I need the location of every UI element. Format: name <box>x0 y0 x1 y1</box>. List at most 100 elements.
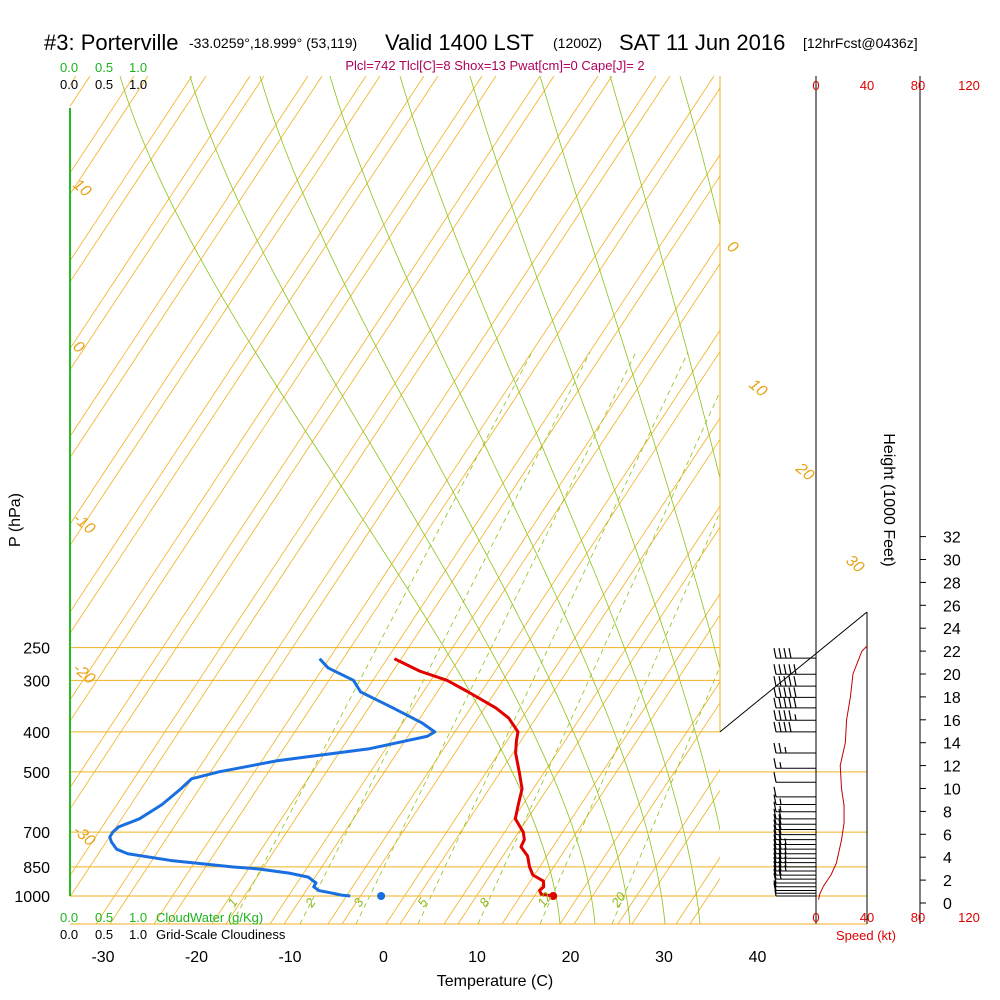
height-tick-label: 30 <box>943 553 961 570</box>
wind-barb-feather <box>773 697 777 709</box>
wind-barb-feather <box>773 721 777 732</box>
moist-adiabat-line <box>259 76 631 924</box>
dry-adiabat-line <box>153 76 715 924</box>
cloudiness-bottom-tick-1: 0.5 <box>95 927 113 942</box>
temperature-profile <box>393 657 554 898</box>
wind-barb-feather <box>778 721 782 732</box>
forecast-label: [12hrFcst@0436z] <box>803 35 918 51</box>
dry-adiabat-line <box>70 76 367 525</box>
cloudiness-top-tick-1: 0.5 <box>95 77 113 92</box>
x-tick-label: -30 <box>91 949 114 966</box>
wind-barb-half-feather <box>784 746 787 754</box>
wind-barb-feather <box>773 794 777 805</box>
mixing-ratio-line <box>355 351 637 924</box>
x-axis-label: Temperature (C) <box>437 973 553 990</box>
wind-barb-feather <box>783 647 787 659</box>
y-tick-label: 400 <box>23 725 50 742</box>
wind-barb-feather <box>788 647 792 659</box>
wind-barb <box>773 848 816 859</box>
dry-adiabat-label: 10 <box>69 176 94 201</box>
mixing-ratio-line <box>539 511 720 924</box>
wind-barb-half-feather <box>784 864 787 872</box>
dry-adiabat-line <box>269 241 720 924</box>
height-tick-label: 2 <box>943 873 952 890</box>
mixing-ratio-line <box>231 351 533 924</box>
isotherm-line <box>515 614 720 924</box>
height-axis-label: Height (1000 Feet) <box>880 433 897 566</box>
height-tick-label: 6 <box>943 827 952 844</box>
wind-barb-feather <box>783 687 787 698</box>
wind-barb-feather <box>783 710 787 721</box>
dry-adiabat-line <box>70 76 599 877</box>
isotherm-line <box>70 76 555 810</box>
wind-barb <box>773 742 816 754</box>
x-tick-label: 20 <box>562 949 580 966</box>
x-tick-label: 10 <box>468 949 486 966</box>
mixing-ratio-label: 1 <box>224 895 240 910</box>
y-tick-label: 850 <box>23 860 50 877</box>
wind-barb <box>773 794 816 805</box>
height-tick-label: 20 <box>943 667 961 684</box>
wind-barb-feather <box>783 676 787 687</box>
isotherm-line <box>70 76 613 898</box>
dry-adiabat-label: -10 <box>69 510 98 538</box>
wind-barb-feather <box>773 676 777 687</box>
cloudiness-top-tick-0: 0.0 <box>60 77 78 92</box>
height-tick-label: 18 <box>943 690 961 707</box>
speed-top-tick-1: 40 <box>860 78 874 93</box>
height-tick-label: 22 <box>943 644 961 661</box>
x-tick-label: 0 <box>379 949 388 966</box>
moist-adiabat-line <box>119 76 561 924</box>
wind-barb-feather <box>788 664 792 675</box>
wind-barb-feather <box>788 676 792 687</box>
wind-barb <box>773 872 816 884</box>
wind-barb-feather <box>773 772 777 783</box>
height-tick-label: 24 <box>943 621 961 638</box>
speed-bottom-tick-2: 80 <box>911 910 925 925</box>
isotherm-line <box>109 76 671 924</box>
wind-barb-feather <box>773 786 777 797</box>
wind-barb-feather <box>773 834 777 845</box>
height-tick-label: 32 <box>943 530 961 547</box>
height-tick-label: 10 <box>943 782 961 799</box>
wind-barb-half-feather <box>779 762 782 769</box>
wind-barb-feather <box>773 710 777 721</box>
wind-barb-feather <box>773 647 777 659</box>
dry-adiabat-label: 20 <box>792 459 817 484</box>
cw-top-tick-1: 0.5 <box>95 60 113 75</box>
dry-adiabat-line <box>70 76 251 350</box>
mixing-ratio-label: 2 <box>302 895 319 911</box>
height-tick-label: 12 <box>943 759 961 776</box>
wind-barb-half-feather <box>779 798 782 805</box>
wind-barb <box>773 852 816 864</box>
y-axis-label: P (hPa) <box>7 493 24 547</box>
mixing-ratio-label: 5 <box>414 895 431 910</box>
isotherm-line <box>70 76 381 547</box>
cloudiness-bottom-tick-0: 0.0 <box>60 927 78 942</box>
wind-barb-feather <box>773 687 777 698</box>
dry-adiabat-line <box>70 76 309 438</box>
wind-barb-feather <box>773 758 777 769</box>
dry-adiabat-line <box>501 593 720 924</box>
mixing-ratio-line <box>611 665 720 924</box>
wind-barb-feather <box>778 808 782 819</box>
wind-barb-feather <box>778 710 782 721</box>
height-tick-label: 14 <box>943 736 961 753</box>
wind-barb-feather <box>773 839 777 850</box>
isotherm-line <box>70 76 265 371</box>
moist-adiabat-line <box>609 76 720 480</box>
moist-adiabat-line <box>329 76 666 924</box>
wind-barb-feather <box>773 868 777 880</box>
dry-adiabat-line <box>70 76 483 701</box>
wind-barb <box>774 880 816 888</box>
wind-barb-feather <box>773 856 777 868</box>
x-tick-label: 30 <box>655 949 673 966</box>
speed-top-tick-2: 80 <box>911 78 925 93</box>
wind-barb-half-feather <box>794 714 797 721</box>
wind-barb-half-feather <box>784 860 787 867</box>
speed-bottom-tick-1: 40 <box>860 910 874 925</box>
wind-barb-feather <box>773 860 777 872</box>
speed-bottom-tick-0: 0 <box>812 910 819 925</box>
dry-adiabat-line <box>70 76 425 613</box>
wind-barb-feather <box>773 829 777 840</box>
